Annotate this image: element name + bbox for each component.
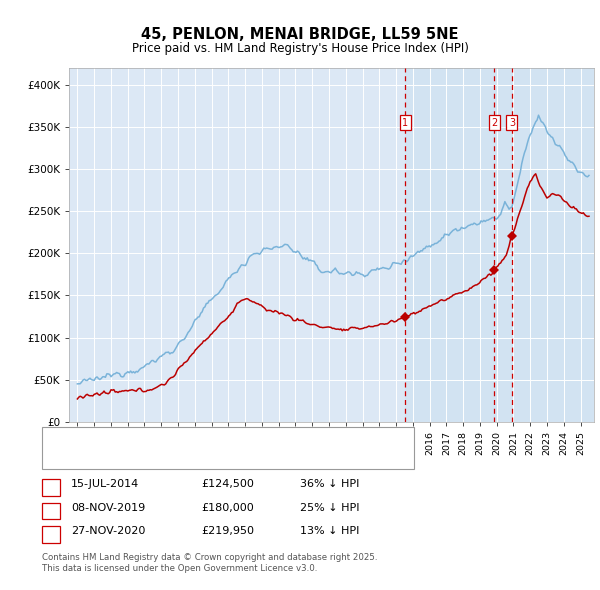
Text: 13% ↓ HPI: 13% ↓ HPI: [300, 526, 359, 536]
Text: 3: 3: [509, 117, 515, 127]
Text: £124,500: £124,500: [201, 479, 254, 489]
Text: Price paid vs. HM Land Registry's House Price Index (HPI): Price paid vs. HM Land Registry's House …: [131, 42, 469, 55]
Text: Contains HM Land Registry data © Crown copyright and database right 2025.
This d: Contains HM Land Registry data © Crown c…: [42, 553, 377, 573]
Text: 2: 2: [47, 503, 55, 513]
Text: 27-NOV-2020: 27-NOV-2020: [71, 526, 145, 536]
Text: 45, PENLON, MENAI BRIDGE, LL59 5NE (detached house): 45, PENLON, MENAI BRIDGE, LL59 5NE (deta…: [73, 434, 356, 444]
Text: 45, PENLON, MENAI BRIDGE, LL59 5NE: 45, PENLON, MENAI BRIDGE, LL59 5NE: [141, 27, 459, 41]
Text: 3: 3: [47, 526, 55, 536]
Text: 36% ↓ HPI: 36% ↓ HPI: [300, 479, 359, 489]
Text: 2: 2: [491, 117, 497, 127]
Text: 15-JUL-2014: 15-JUL-2014: [71, 479, 139, 489]
Text: 1: 1: [47, 479, 55, 489]
Text: £180,000: £180,000: [201, 503, 254, 513]
Text: 25% ↓ HPI: 25% ↓ HPI: [300, 503, 359, 513]
Text: £219,950: £219,950: [201, 526, 254, 536]
Text: 08-NOV-2019: 08-NOV-2019: [71, 503, 145, 513]
Text: HPI: Average price, detached house, Isle of Anglesey: HPI: Average price, detached house, Isle…: [73, 454, 337, 463]
Text: 1: 1: [402, 117, 408, 127]
Bar: [405, 68, 594, 422]
